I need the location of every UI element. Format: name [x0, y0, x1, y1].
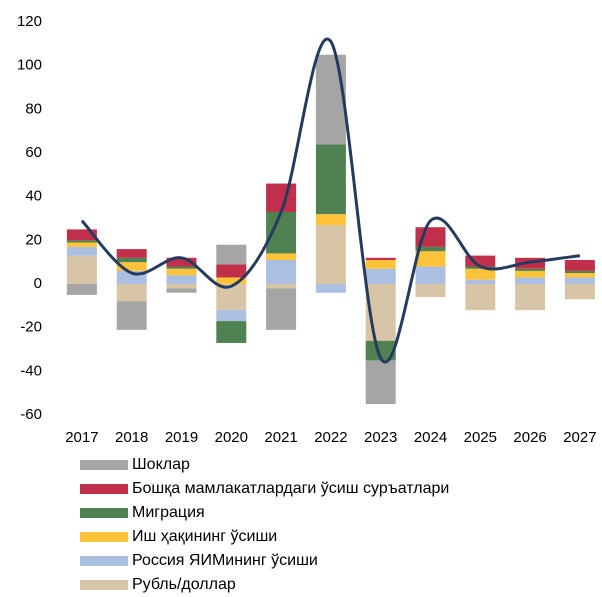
bar-segment: [216, 321, 247, 343]
x-tick-label: 2018: [115, 429, 148, 446]
bar-segment: [465, 279, 496, 284]
bar-segment: [415, 284, 446, 298]
bar-segment: [465, 255, 496, 267]
line: [80, 37, 581, 364]
bar-segment: [315, 214, 346, 226]
y-tick-label: 20: [25, 231, 42, 248]
bar-segment: [66, 284, 97, 295]
bar-segment: [564, 284, 595, 300]
legend-swatch: [80, 484, 128, 494]
y-tick-label: -40: [20, 362, 42, 379]
bar-segment: [166, 275, 197, 284]
x-tick-label: 2017: [65, 429, 98, 446]
legend-swatch: [80, 556, 128, 566]
bar-segment: [216, 264, 247, 278]
bar-segment: [66, 229, 97, 241]
y-tick-label: 100: [17, 57, 42, 74]
bar-segment: [515, 284, 546, 311]
legend-label: Иш ҳақининг ўсиши: [132, 528, 277, 545]
bar-segment: [66, 240, 97, 243]
legend-swatch: [80, 508, 128, 518]
bar-segment: [315, 225, 346, 284]
bar-segment: [166, 268, 197, 276]
x-tick-label: 2023: [364, 429, 397, 446]
bar-segment: [166, 257, 197, 267]
legend-swatch: [80, 580, 128, 590]
legend-label: Бошқа мамлакатлардаги ўсиш суръатлари: [132, 480, 449, 497]
legend-label: Шоклар: [132, 456, 190, 473]
bar-segment: [166, 266, 197, 269]
legend-label: Рубль/доллар: [132, 576, 236, 593]
y-tick-label: -20: [20, 319, 42, 336]
bar-segment: [116, 284, 147, 302]
bar-segment: [266, 183, 297, 212]
bar-segment: [216, 284, 247, 311]
bar-segment: [515, 270, 546, 278]
bar-segment: [465, 284, 496, 311]
bar-segment: [66, 255, 97, 284]
bar-segment: [415, 251, 446, 267]
y-tick-label: 40: [25, 188, 42, 205]
y-tick-label: 120: [17, 13, 42, 30]
legend-label: Миграция: [132, 504, 205, 521]
legend-label: Россия ЯИМининг ўсиши: [132, 552, 318, 569]
bar-segment: [266, 259, 297, 284]
bar-segment: [365, 257, 396, 260]
bar-segment: [315, 144, 346, 215]
bar-segment: [116, 301, 147, 330]
bar-segment: [166, 288, 197, 293]
bar-segment: [564, 270, 595, 274]
y-tick-label: -60: [20, 406, 42, 423]
x-tick-label: 2026: [513, 429, 546, 446]
x-tick-label: 2025: [464, 429, 497, 446]
y-tick-label: 80: [25, 100, 42, 117]
bar-segment: [515, 277, 546, 284]
bar-segment: [266, 288, 297, 330]
legend-swatch: [80, 532, 128, 542]
bar-segment: [66, 242, 97, 247]
bar-segment: [365, 268, 396, 284]
bar-segment: [465, 268, 496, 280]
y-tick-label: 0: [34, 275, 42, 292]
x-tick-label: 2027: [563, 429, 596, 446]
bar-segment: [66, 246, 97, 256]
bar-segment: [415, 246, 446, 252]
legend-swatch: [80, 460, 128, 470]
x-tick-label: 2021: [264, 429, 297, 446]
bar-segment: [116, 257, 147, 263]
bar-segment: [166, 284, 197, 289]
bar-segment: [365, 340, 396, 361]
x-tick-label: 2020: [215, 429, 248, 446]
bar-segment: [415, 266, 446, 284]
bar-segment: [116, 262, 147, 271]
bar-segment: [116, 249, 147, 258]
bar-segment: [365, 259, 396, 269]
bar-segment: [564, 273, 595, 278]
bar-segment: [266, 253, 297, 260]
bar-segment: [315, 54, 346, 145]
bar-segment: [216, 277, 247, 284]
bar-segment: [315, 284, 346, 293]
y-tick-label: 60: [25, 144, 42, 161]
x-tick-label: 2019: [165, 429, 198, 446]
bar-segment: [216, 310, 247, 322]
x-tick-label: 2022: [314, 429, 347, 446]
bar-segment: [216, 244, 247, 265]
bar-segment: [564, 277, 595, 284]
bar-segment: [365, 360, 396, 405]
bar-segment: [515, 268, 546, 271]
bar-segment: [564, 259, 595, 271]
bar-segment: [266, 284, 297, 289]
x-tick-label: 2024: [414, 429, 447, 446]
